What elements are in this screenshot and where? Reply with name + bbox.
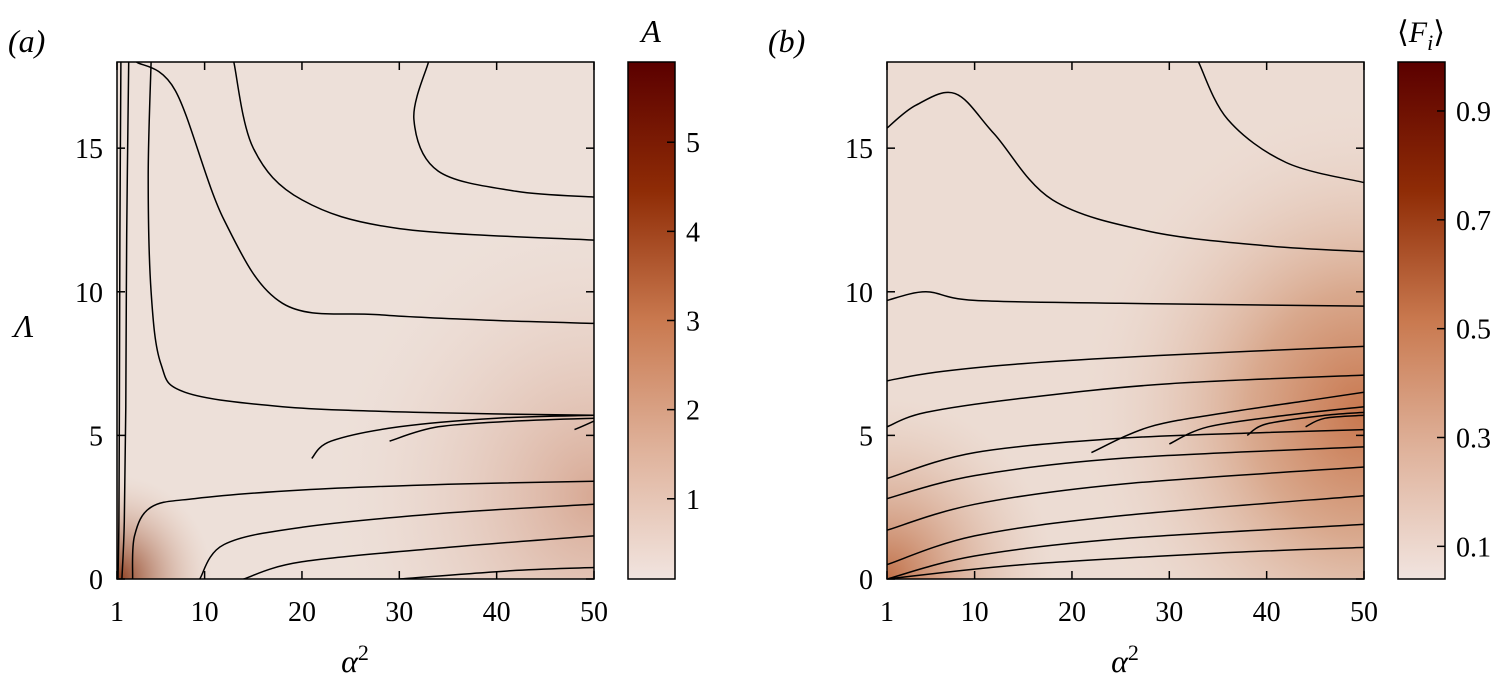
contour-line (199, 503, 594, 579)
contour-fill (117, 62, 594, 579)
contour-line (574, 420, 594, 431)
colorbar-tick-label: 0.7 (1456, 206, 1491, 237)
x-axis-label: α2 (341, 640, 369, 679)
x-tick-label: 1 (110, 597, 124, 628)
plot-frame (886, 61, 1365, 580)
colorbar-label-subscript: i (1427, 30, 1433, 55)
contour-line (233, 62, 594, 241)
contour-line (887, 91, 1364, 253)
x-tick-label: 40 (483, 597, 511, 628)
contour-line (117, 62, 122, 579)
colorbar-tick-label: 0.3 (1456, 424, 1491, 455)
contour-line (887, 494, 1364, 566)
colorbar-label-F: F (1408, 16, 1428, 49)
colorbar-tick-label: 3 (686, 307, 700, 338)
contour-line (1246, 411, 1364, 437)
x-tick-label: 20 (288, 597, 316, 628)
colorbar-tick-label: 4 (686, 217, 700, 248)
colorbar (1397, 61, 1446, 580)
panel-label: (a) (8, 23, 45, 59)
x-axis-label-base: α (341, 643, 359, 679)
y-tick-label: 0 (89, 565, 103, 596)
colorbar-label-close: ⟩ (1433, 16, 1445, 49)
contour-lines (887, 62, 1364, 579)
y-tick-label: 15 (845, 134, 873, 165)
panel-b: (b) 1 10 20 30 40 50 0 5 10 15 α2 0.1 0.3 0.5 0.7 0.… (768, 16, 1491, 679)
x-tick-label: 30 (1155, 597, 1183, 628)
contour-lines (117, 62, 594, 579)
y-tick-label: 5 (859, 421, 873, 452)
contour-line (887, 546, 1364, 579)
colorbar-label: A (639, 13, 661, 49)
colorbar-tick-label: 5 (686, 128, 700, 159)
colorbar-tick-label: 0.5 (1456, 315, 1491, 346)
x-axis-label-base: α (1111, 643, 1129, 679)
x-tick-label: 1 (880, 597, 894, 628)
y-tick-label: 5 (89, 421, 103, 452)
contour-fill (887, 62, 1364, 579)
contour-line (243, 535, 594, 579)
contour-line (389, 417, 594, 442)
colorbar-tick-label: 0.1 (1456, 532, 1491, 563)
contour-line (413, 62, 594, 198)
contour-line (887, 446, 1364, 500)
x-axis-label: α2 (1111, 640, 1139, 679)
contour-line (887, 291, 1364, 307)
panel-label: (b) (768, 23, 805, 59)
contour-line (887, 374, 1364, 428)
x-axis-label-superscript: 2 (358, 640, 369, 665)
contour-line (1305, 414, 1364, 428)
contour-line (887, 523, 1364, 579)
contour-line (1197, 62, 1364, 184)
x-tick-label: 10 (191, 597, 219, 628)
x-tick-label: 30 (385, 597, 413, 628)
colorbar-tick-label: 0.9 (1456, 97, 1491, 128)
y-tick-label: 10 (75, 278, 103, 309)
contour-line (887, 466, 1364, 531)
y-tick-label: 0 (859, 565, 873, 596)
contour-line (1091, 391, 1364, 454)
contour-line (311, 414, 594, 459)
x-tick-label: 50 (1350, 597, 1378, 628)
contour-line (121, 62, 130, 579)
y-tick-label: 15 (75, 134, 103, 165)
colorbar-tick-label: 2 (686, 396, 700, 427)
x-tick-label: 50 (580, 597, 608, 628)
x-axis-label-superscript: 2 (1128, 640, 1139, 665)
x-tick-label: 20 (1058, 597, 1086, 628)
x-tick-label: 10 (961, 597, 989, 628)
y-axis-label: Λ (11, 308, 34, 344)
x-tick-label: 40 (1253, 597, 1281, 628)
contour-line (1168, 405, 1364, 445)
colorbar-label-open: ⟨ (1397, 16, 1409, 49)
plot-frame (116, 61, 595, 580)
contour-line (887, 345, 1364, 382)
contour-line (147, 62, 594, 417)
y-tick-label: 10 (845, 278, 873, 309)
colorbar-label: ⟨Fi⟩ (1397, 16, 1445, 55)
contour-line (399, 566, 594, 579)
contour-line (136, 62, 594, 325)
contour-line (131, 480, 594, 579)
colorbar-tick-label: 1 (686, 485, 700, 516)
